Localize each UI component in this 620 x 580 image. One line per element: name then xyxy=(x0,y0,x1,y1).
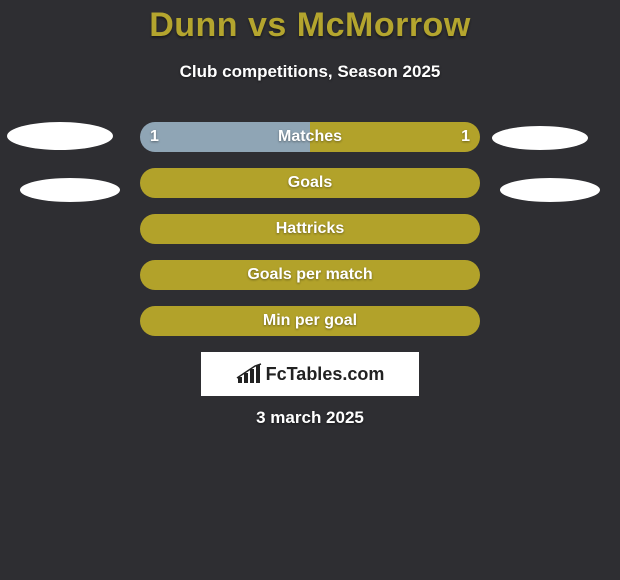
stat-bar-left xyxy=(140,260,310,290)
stat-bar-left xyxy=(140,168,310,198)
stat-bar xyxy=(140,214,480,244)
brand-text: FcTables.com xyxy=(266,364,385,385)
stat-value-left: 1 xyxy=(150,122,159,152)
stat-bar xyxy=(140,306,480,336)
page-title: Dunn vs McMorrow xyxy=(0,6,620,45)
stat-row: Min per goal xyxy=(0,306,620,342)
stat-bar-left xyxy=(140,122,310,152)
brand-box: FcTables.com xyxy=(201,352,419,396)
player-badge-right xyxy=(492,126,588,150)
subtitle: Club competitions, Season 2025 xyxy=(0,62,620,82)
stat-bar-right xyxy=(310,214,480,244)
stat-bar-right xyxy=(310,122,480,152)
bar-chart-icon xyxy=(236,363,262,385)
stat-bar xyxy=(140,122,480,152)
stat-value-right: 1 xyxy=(461,122,470,152)
stat-bar-left xyxy=(140,214,310,244)
stat-bar-right xyxy=(310,306,480,336)
player-badge-left xyxy=(20,178,120,202)
stat-bar-right xyxy=(310,168,480,198)
stat-bar xyxy=(140,168,480,198)
stat-row: Goals per match xyxy=(0,260,620,296)
player-badge-left xyxy=(7,122,113,150)
date-text: 3 march 2025 xyxy=(0,408,620,428)
comparison-infographic: Dunn vs McMorrow Club competitions, Seas… xyxy=(0,0,620,580)
stat-row: Hattricks xyxy=(0,214,620,250)
player-badge-right xyxy=(500,178,600,202)
stat-bar-left xyxy=(140,306,310,336)
stat-bar-right xyxy=(310,260,480,290)
stat-bar xyxy=(140,260,480,290)
